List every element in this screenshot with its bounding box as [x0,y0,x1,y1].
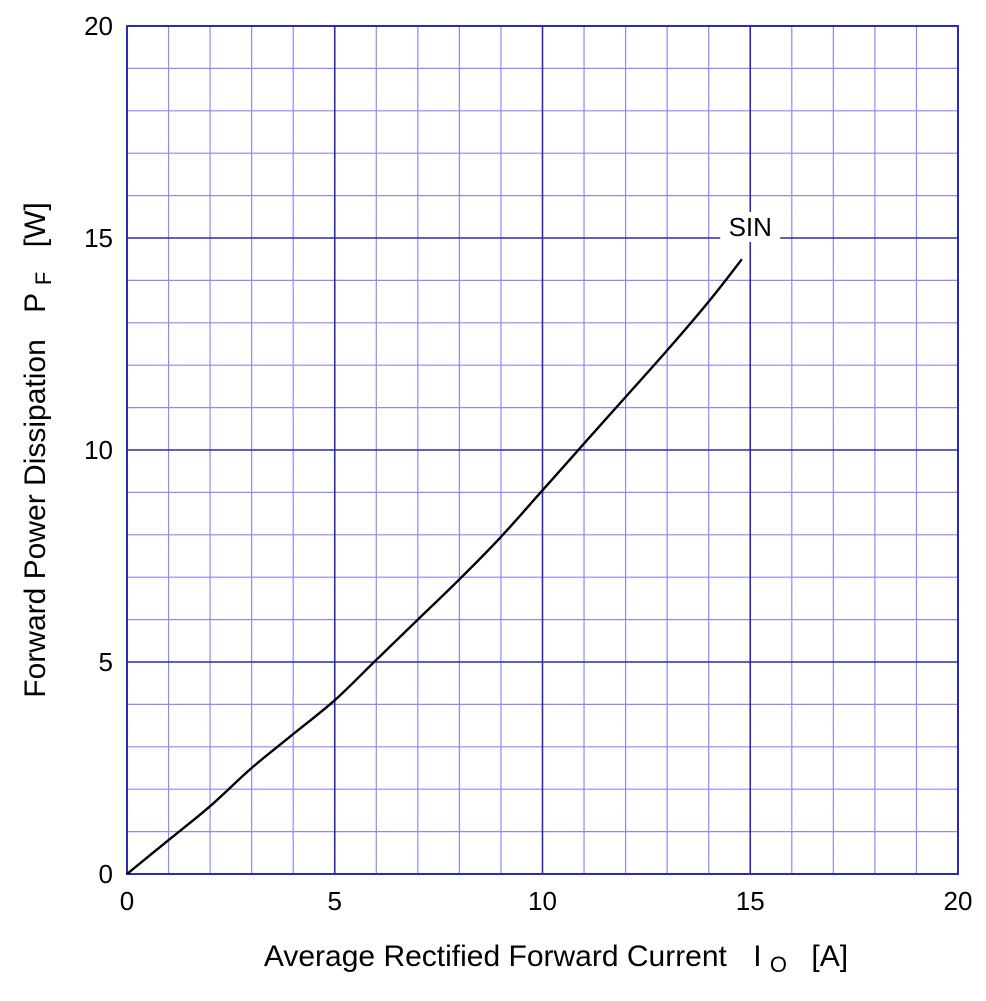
series-line-sin [126,258,743,875]
annotation-label-sin: SIN [729,212,772,242]
y-tick-label: 5 [99,647,113,677]
x-axis-label-unit: [A] [811,940,848,973]
x-axis-label-symbol: I [753,940,761,973]
x-tick-label: 0 [120,886,134,916]
y-axis-label: Forward Power Dissipation P F [W] [19,202,58,697]
x-tick-label: 5 [328,886,342,916]
y-axis-label-main: Forward Power Dissipation [19,339,52,697]
annotation-layer: SIN [720,212,781,242]
x-tick-label: 15 [736,886,765,916]
y-tick-label: 10 [84,435,113,465]
major-grid [127,26,958,874]
x-axis-label: Average Rectified Forward Current I O [A… [264,940,848,979]
y-axis-label-subscript: F [31,272,56,285]
y-tick-label: 20 [84,11,113,41]
y-axis-label-unit: [W] [19,202,52,247]
y-tick-label: 0 [99,859,113,889]
x-axis-label-subscript: O [770,952,787,977]
x-axis-label-main: Average Rectified Forward Current [264,940,728,973]
y-tick-labels: 0 5 10 15 20 [84,11,113,889]
x-tick-label: 20 [944,886,973,916]
plot-frame [126,25,959,875]
y-axis-label-symbol: P [19,293,52,312]
x-tick-label: 10 [528,886,557,916]
series-layer [126,258,743,875]
annotation-backdrop [720,212,781,242]
y-tick-label: 15 [84,223,113,253]
x-tick-labels: 0 5 10 15 20 [120,886,973,916]
